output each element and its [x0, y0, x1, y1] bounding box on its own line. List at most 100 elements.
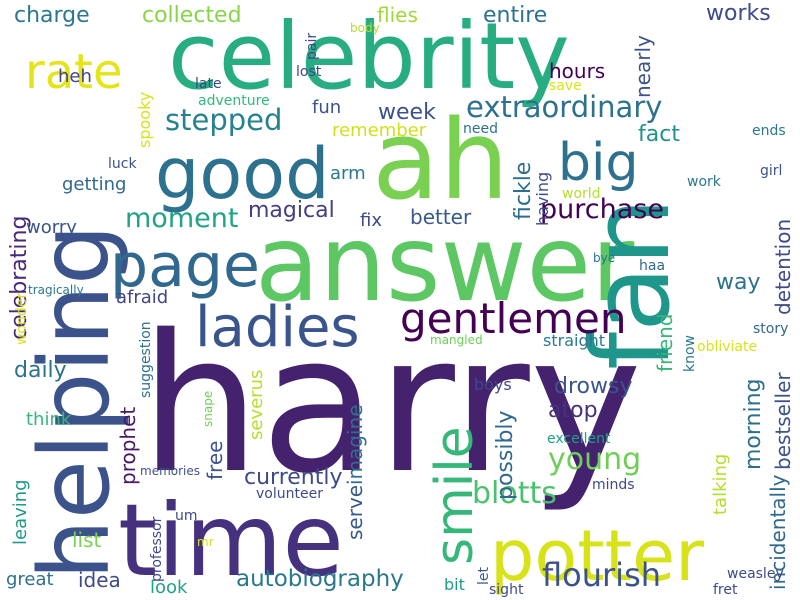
word-time: time [118, 482, 344, 599]
word-wonder: wonder [14, 293, 30, 345]
word-smile: smile [425, 426, 485, 565]
word-celebrity: celebrity [168, 3, 570, 110]
word-atop: atop [548, 398, 598, 423]
word-possibly: possibly [493, 410, 518, 500]
word-tragically: tragically [28, 283, 84, 297]
word-hours: hours [549, 59, 605, 83]
word-late: late [195, 76, 222, 92]
word-free: free [203, 441, 227, 480]
word-moment: moment [125, 203, 238, 234]
word-spooky: spooky [135, 92, 154, 148]
word-let: let [476, 566, 492, 585]
word-body: body [350, 21, 380, 35]
word-incidentally: incidentally [766, 474, 790, 590]
word-know: know [682, 335, 698, 372]
word-stepped: stepped [165, 103, 282, 137]
word-rate: rate [25, 44, 123, 100]
word-fret: fret [713, 582, 738, 598]
word-detention: detention [771, 219, 795, 315]
word-purchase: purchase [540, 194, 664, 225]
word-good: good [155, 133, 330, 215]
word-adventure: adventure [198, 93, 270, 109]
word-um: um [175, 508, 198, 524]
word-imagine: imagine [343, 404, 367, 485]
word-story: story [753, 321, 788, 337]
word-world: world [562, 186, 601, 202]
word-afraid: afraid [116, 287, 168, 308]
word-heh: heh [58, 66, 92, 87]
word-fun: fun [312, 97, 341, 118]
word-leaving: leaving [10, 479, 31, 545]
word-bestseller: bestseller [771, 372, 795, 470]
word-gentlemen: gentlemen [400, 294, 626, 343]
word-list: list [72, 528, 102, 552]
word-memories: memories [140, 464, 200, 478]
word-boys: boys [474, 375, 512, 394]
word-snape: snape [201, 391, 215, 427]
word-drowsy: drowsy [554, 374, 632, 399]
word-minds: minds [592, 477, 635, 493]
word-pair: pair [304, 33, 320, 60]
word-week: week [378, 100, 436, 125]
word-think: think [26, 409, 72, 430]
word-fickle: fickle [511, 162, 536, 220]
word-flourish: flourish [542, 556, 661, 594]
word-luck: luck [108, 156, 137, 172]
word-fact: fact [638, 122, 680, 147]
word-friend: friend [653, 314, 677, 373]
word-work: work [687, 174, 722, 190]
word-great: great [6, 569, 54, 590]
word-ladies: ladies [195, 295, 360, 360]
word-bye: bye [593, 251, 615, 265]
word-ah: ah [372, 96, 509, 224]
word-morning: morning [741, 378, 766, 470]
word-entire: entire [483, 3, 547, 28]
word-remember: remember [332, 120, 427, 141]
word-magical: magical [248, 198, 335, 223]
word-professor: professor [149, 516, 165, 582]
word-mangled: mangled [430, 333, 483, 347]
word-worry: worry [26, 217, 77, 238]
word-answer: answer [255, 203, 635, 325]
word-excellent: excellent [547, 431, 611, 447]
word-nearly: nearly [631, 35, 655, 98]
word-ends: ends [752, 123, 786, 139]
word-better: better [410, 205, 472, 229]
word-having: having [533, 172, 552, 226]
word-obliviate: obliviate [697, 339, 757, 355]
word-autobiography: autobiography [236, 566, 404, 592]
word-helping: helping [19, 224, 131, 580]
word-fix: fix [360, 210, 382, 231]
word-celebrating: celebrating [7, 216, 32, 340]
word-prophet: prophet [116, 407, 140, 485]
word-charge: charge [14, 3, 90, 28]
word-volunteer: volunteer [256, 486, 323, 502]
word-mr: mr [197, 535, 214, 549]
word-daily: daily [14, 358, 67, 383]
word-sight: sight [489, 582, 524, 598]
word-extraordinary: extraordinary [466, 90, 662, 124]
word-fan: fan [569, 197, 694, 370]
word-bit: bit [444, 575, 465, 594]
word-haa: haa [639, 258, 665, 274]
word-straight: straight [543, 331, 605, 350]
word-look: look [150, 577, 188, 598]
word-potter: potter [490, 515, 704, 597]
word-currently: currently [244, 465, 343, 490]
word-suggestion: suggestion [138, 321, 154, 398]
word-talking: talking [710, 454, 731, 515]
word-lost: lost [296, 64, 322, 80]
word-big: big [558, 133, 638, 193]
word-need: need [463, 121, 498, 137]
word-severus: severus [246, 370, 267, 440]
word-getting: getting [62, 174, 126, 195]
word-flies: flies [377, 3, 418, 27]
word-girl: girl [760, 163, 782, 179]
word-young: young [548, 442, 641, 477]
word-harry: harry [140, 294, 642, 515]
word-save: save [549, 78, 582, 94]
word-collected: collected [142, 3, 242, 28]
word-works: works [706, 1, 771, 26]
